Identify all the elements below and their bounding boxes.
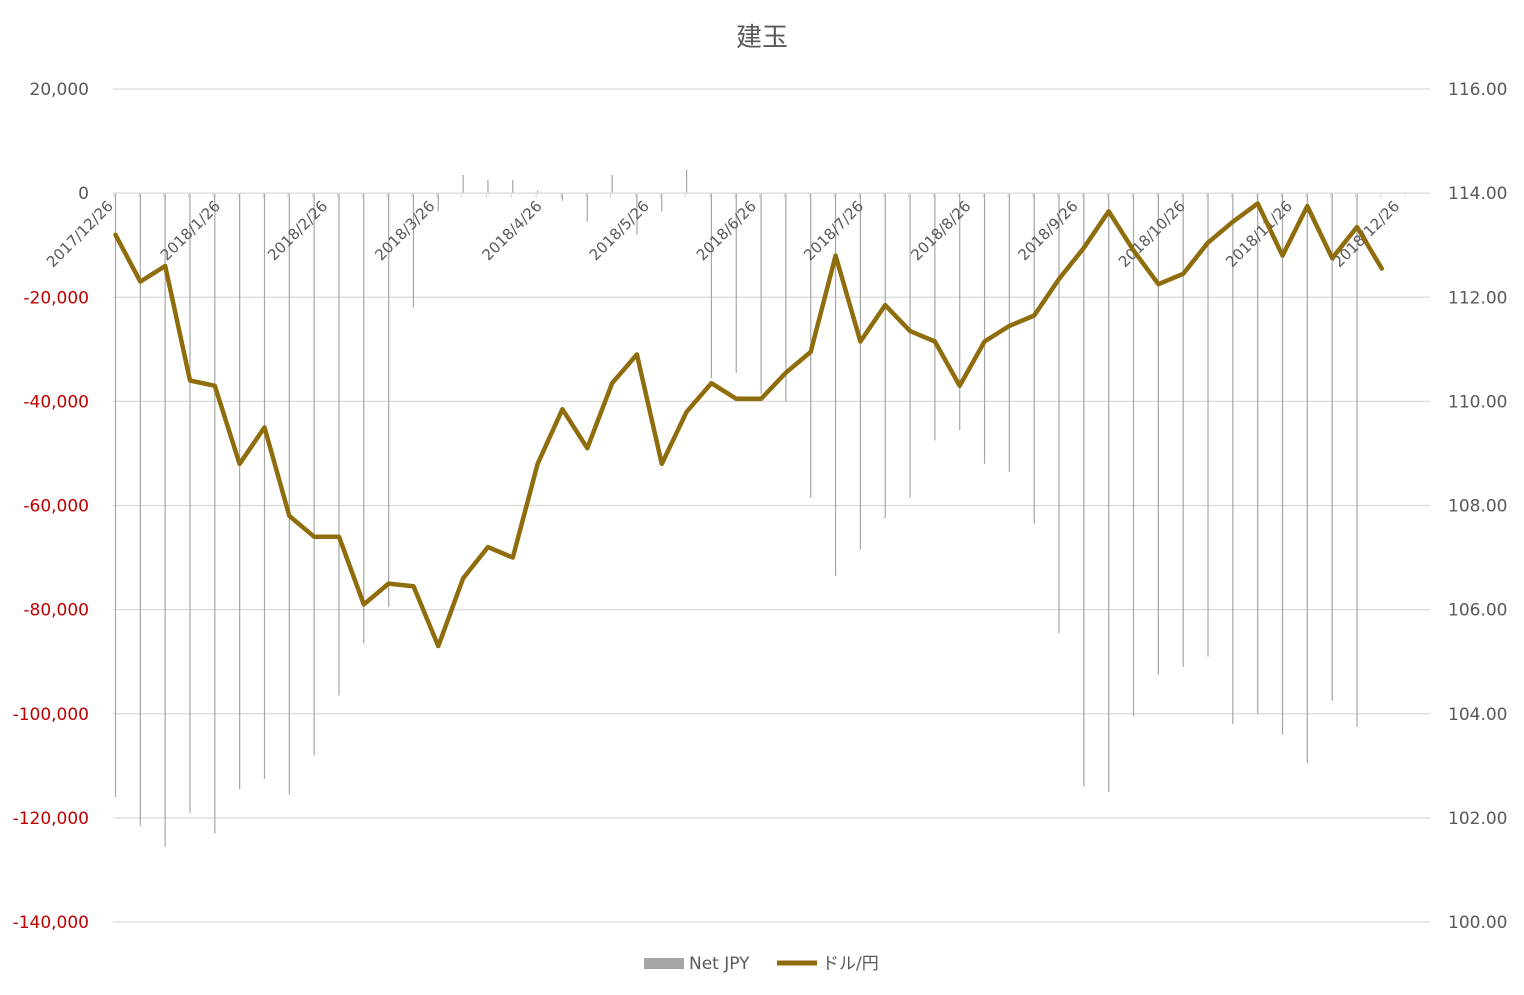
usdjpy-line <box>113 201 1385 649</box>
net-jpy-bar <box>388 193 390 608</box>
net-jpy-bar <box>437 193 439 212</box>
x-tick-label: 2018/3/26 <box>371 197 438 264</box>
net-jpy-bar <box>114 193 117 798</box>
right-tick-label: 114.00 <box>1448 184 1507 204</box>
right-tick-label: 102.00 <box>1448 809 1507 829</box>
left-tick-label: 0 <box>78 184 89 204</box>
gridlines <box>113 88 1430 923</box>
net-jpy-bar <box>139 193 141 826</box>
net-jpy-bar <box>263 193 266 779</box>
x-tick-label: 2018/9/26 <box>1015 197 1082 264</box>
net-jpy-bar <box>1108 193 1110 792</box>
net-jpy-bar <box>462 174 464 194</box>
left-tick-label: -60,000 <box>23 497 89 517</box>
x-tick-label: 2018/8/26 <box>907 197 974 264</box>
x-tick-label: 2018/2/26 <box>264 197 331 264</box>
net-jpy-bar <box>1058 193 1060 634</box>
net-jpy-bar <box>164 193 166 847</box>
net-jpy-bar <box>1083 193 1085 787</box>
x-tick-label: 2018/4/26 <box>479 197 546 264</box>
net-jpy-bar <box>710 193 713 378</box>
net-jpy-bar <box>834 193 837 576</box>
right-axis-ticks: 116.00 114.00 112.00 110.00 108.00 106.00 104.… <box>1448 80 1507 933</box>
net-jpy-bar <box>1281 193 1284 735</box>
net-jpy-bar <box>1008 193 1010 472</box>
x-tick-label: 2017/12/26 <box>43 197 117 271</box>
net-jpy-bar <box>959 193 961 431</box>
net-jpy-bar <box>760 193 762 394</box>
right-tick-label: 108.00 <box>1448 497 1507 517</box>
net-jpy-bar <box>214 193 216 834</box>
net-jpy-bar <box>661 193 663 212</box>
x-tick-label: 2018/12/26 <box>1329 197 1403 271</box>
net-jpy-bars <box>114 169 1358 847</box>
right-tick-label: 116.00 <box>1448 80 1507 100</box>
right-tick-label: 106.00 <box>1448 601 1507 621</box>
net-jpy-bar <box>189 193 191 813</box>
left-tick-label: -40,000 <box>23 392 89 412</box>
right-tick-label: 100.00 <box>1448 913 1507 933</box>
net-jpy-bar <box>586 193 588 222</box>
net-jpy-bar <box>1356 193 1358 727</box>
net-jpy-bar <box>313 193 315 756</box>
net-jpy-bar <box>1306 193 1308 764</box>
net-jpy-bar <box>239 193 241 790</box>
net-jpy-bar <box>909 193 911 498</box>
net-jpy-bar <box>934 193 936 441</box>
zero-axis <box>113 192 1430 199</box>
net-jpy-bar <box>1033 193 1035 524</box>
net-jpy-bar <box>537 190 539 194</box>
x-tick-label: 2018/6/26 <box>693 197 760 264</box>
net-jpy-bar <box>735 193 737 373</box>
right-tick-label: 110.00 <box>1448 392 1507 412</box>
net-jpy-bar <box>785 193 787 402</box>
net-jpy-bar <box>1232 193 1234 725</box>
left-tick-label: -100,000 <box>13 705 89 725</box>
left-tick-label: -80,000 <box>23 601 89 621</box>
net-jpy-bar <box>363 193 365 644</box>
net-jpy-bar <box>338 193 340 696</box>
x-tick-label: 2018/5/26 <box>586 197 653 264</box>
x-axis-labels: 2017/12/26 2018/1/26 2018/2/26 2018/3/26 201… <box>43 197 1403 271</box>
net-jpy-bar <box>487 180 489 194</box>
right-tick-label: 104.00 <box>1448 705 1507 725</box>
chart-title: 建玉 <box>736 23 788 53</box>
left-tick-label: -140,000 <box>13 913 89 933</box>
net-jpy-bar <box>983 193 986 464</box>
legend: Net JPY ドル/円 <box>644 954 879 974</box>
net-jpy-bar <box>561 193 564 201</box>
net-jpy-bar <box>412 193 415 308</box>
right-tick-label: 112.00 <box>1448 288 1507 308</box>
net-jpy-bar <box>1157 193 1159 675</box>
net-jpy-bar <box>859 193 861 550</box>
left-tick-label: -120,000 <box>13 809 89 829</box>
left-tick-label: 20,000 <box>30 80 89 100</box>
net-jpy-bar <box>1182 193 1184 667</box>
net-jpy-bar <box>1207 193 1209 657</box>
left-tick-label: -20,000 <box>23 288 89 308</box>
net-jpy-bar <box>636 193 638 235</box>
net-jpy-bar <box>1132 193 1135 717</box>
net-jpy-bar <box>884 193 886 519</box>
net-jpy-bar <box>1331 193 1333 701</box>
net-jpy-bar <box>611 174 613 194</box>
usdjpy-line-series <box>113 201 1385 649</box>
net-jpy-bar <box>288 193 290 795</box>
net-jpy-bar <box>1257 193 1259 714</box>
net-jpy-bar <box>512 180 514 194</box>
left-axis-ticks: 20,000 0 -20,000 -40,000 -60,000 -80,000 -100,… <box>13 80 89 933</box>
legend-label-usdjpy: ドル/円 <box>822 954 879 974</box>
legend-swatch-net-jpy <box>644 958 684 969</box>
x-tick-label: 2018/10/26 <box>1115 197 1189 271</box>
legend-label-net-jpy: Net JPY <box>689 954 750 974</box>
net-jpy-bar <box>685 169 688 194</box>
